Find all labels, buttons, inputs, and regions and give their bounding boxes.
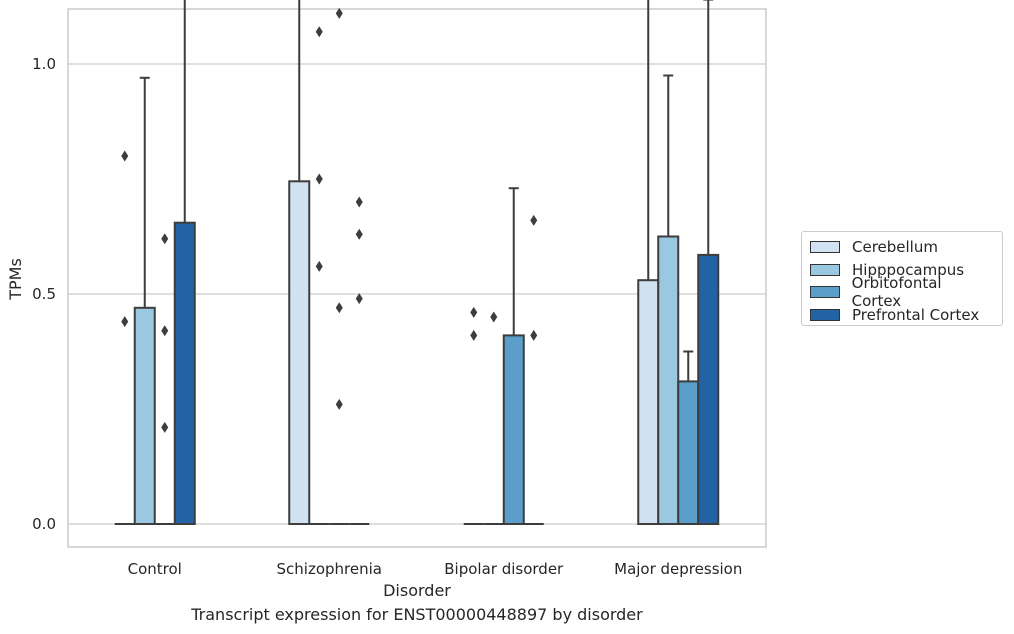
box-group xyxy=(502,187,525,525)
outlier-point xyxy=(355,293,363,305)
chart-caption: Transcript expression for ENST0000044889… xyxy=(191,605,643,624)
legend: Cerebellum Hipppocampus Orbitofontal Corte… xyxy=(801,231,1003,326)
box xyxy=(697,253,720,525)
outlier-point xyxy=(161,325,169,337)
x-tick-label: Schizophrenia xyxy=(277,560,382,578)
outlier-point xyxy=(530,214,538,226)
box xyxy=(677,380,700,525)
outlier-point xyxy=(335,302,343,314)
x-axis-ticks: Control Schizophrenia Bipolar disorder Majo… xyxy=(128,560,743,578)
x-axis-label: Disorder xyxy=(383,581,451,600)
outlier-point xyxy=(355,196,363,208)
legend-item: Cerebellum xyxy=(810,236,994,259)
y-axis-ticks: 0.00.51.01.52.0 xyxy=(32,55,56,533)
box xyxy=(637,279,660,526)
outlier-point xyxy=(355,228,363,240)
legend-swatch xyxy=(810,308,840,321)
box-group xyxy=(288,0,311,526)
box-group xyxy=(349,196,370,525)
box-group xyxy=(697,0,720,525)
outlier-point xyxy=(490,311,498,323)
box-group xyxy=(657,74,680,525)
box-group xyxy=(173,0,196,525)
box-group xyxy=(114,150,135,525)
legend-item: Hipppocampus xyxy=(810,259,994,282)
outlier-point xyxy=(161,421,169,433)
box-group xyxy=(523,214,544,525)
y-tick-label: 1.0 xyxy=(32,55,56,73)
outlier-point xyxy=(530,329,538,341)
box xyxy=(288,180,311,526)
outlier-point xyxy=(315,26,323,38)
x-tick-label: Bipolar disorder xyxy=(444,560,564,578)
box xyxy=(133,306,156,525)
legend-swatch xyxy=(810,263,840,276)
box-group xyxy=(637,0,660,526)
outlier-point xyxy=(470,329,478,341)
outlier-point xyxy=(315,173,323,185)
x-tick-label: Control xyxy=(128,560,182,578)
box xyxy=(173,221,196,525)
boxes-layer xyxy=(114,0,720,526)
legend-label: Orbitofontal Cortex xyxy=(851,274,942,311)
legend-item: Orbitofontal Cortex xyxy=(810,274,994,310)
box xyxy=(502,334,525,525)
outlier-point xyxy=(315,260,323,272)
legend-label: Prefrontal Cortex xyxy=(852,305,980,324)
outlier-point xyxy=(121,316,129,328)
y-axis-label: TPMs xyxy=(6,258,25,301)
outlier-point xyxy=(335,398,343,410)
outlier-point xyxy=(121,150,129,162)
legend-label: Cerebellum xyxy=(852,238,938,257)
outlier-point xyxy=(161,233,169,245)
box-group xyxy=(677,350,700,525)
y-tick-label: 0.0 xyxy=(32,515,56,533)
legend-item: Prefrontal Cortex xyxy=(810,304,994,327)
legend-label: Hipppocampus xyxy=(852,260,965,279)
outlier-point xyxy=(470,306,478,318)
plot-area-frame xyxy=(67,8,767,548)
x-tick-label: Major depression xyxy=(614,560,742,578)
y-tick-label: 0.5 xyxy=(32,285,56,303)
box-group xyxy=(483,311,504,525)
box-group xyxy=(133,76,156,525)
box-group xyxy=(329,7,350,525)
box xyxy=(657,235,680,525)
box-group xyxy=(309,26,330,525)
legend-swatch xyxy=(810,286,840,299)
outlier-point xyxy=(335,7,343,19)
box-group xyxy=(463,306,484,525)
legend-swatch xyxy=(810,241,840,254)
box-group xyxy=(154,233,175,525)
